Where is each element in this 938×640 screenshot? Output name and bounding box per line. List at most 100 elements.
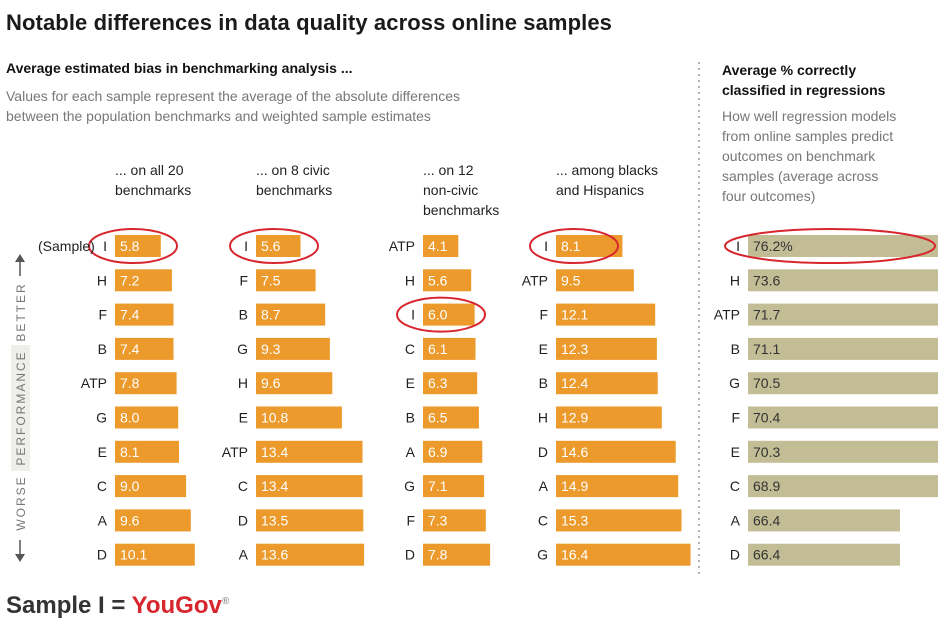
- value-label: 6.3: [428, 375, 448, 391]
- value-label: 12.4: [561, 375, 588, 391]
- bar-E: [556, 337, 657, 360]
- bar-A: [423, 440, 483, 463]
- value-label: 66.4: [753, 512, 780, 528]
- value-label: 9.6: [261, 375, 281, 391]
- axis-arrow-up-icon: [15, 254, 25, 262]
- category-label: A: [539, 478, 549, 494]
- value-label: 8.1: [561, 238, 581, 254]
- category-label: A: [731, 512, 741, 528]
- category-label: A: [406, 444, 416, 460]
- category-label: ATP: [389, 238, 415, 254]
- bar-D: [556, 440, 676, 463]
- value-label: 73.6: [753, 272, 780, 288]
- bar-B: [748, 337, 938, 360]
- axis-arrow-down-icon: [15, 554, 25, 562]
- column-header-line: ... on 12: [423, 162, 474, 178]
- yougov-brand: YouGov: [131, 592, 222, 619]
- bar-F: [748, 406, 938, 429]
- value-label: 7.2: [120, 272, 140, 288]
- value-label: 12.9: [561, 410, 588, 426]
- bar-ATP: [256, 440, 363, 463]
- highlight-circle: [229, 228, 319, 264]
- bar-ATP: [115, 372, 177, 395]
- category-label: E: [406, 375, 415, 391]
- category-label: A: [239, 547, 249, 563]
- category-label: G: [729, 375, 740, 391]
- category-label: B: [406, 410, 415, 426]
- bar-B: [423, 406, 479, 429]
- category-label: E: [98, 444, 107, 460]
- category-label: H: [97, 272, 107, 288]
- bar-E: [256, 406, 342, 429]
- left-description-line-2: between the population benchmarks and we…: [6, 108, 431, 124]
- right-panel-heading: Average % correctly classified in regres…: [722, 60, 885, 100]
- axis-worse-label: WORSE: [14, 475, 28, 530]
- right-description-line-3: outcomes on benchmark: [722, 148, 876, 164]
- bar-F: [115, 303, 174, 326]
- value-label: 13.4: [261, 444, 288, 460]
- bar-I: [423, 303, 475, 326]
- column-header-line: benchmarks: [423, 202, 500, 218]
- category-label: F: [406, 512, 415, 528]
- bar-B: [556, 372, 658, 395]
- bar-H: [748, 269, 938, 292]
- category-label: E: [539, 341, 548, 357]
- bar-H: [423, 269, 472, 292]
- bar-I: [115, 235, 161, 257]
- value-label: 15.3: [561, 512, 588, 528]
- sample-label: (Sample): [38, 238, 95, 254]
- highlight-circle: [396, 296, 486, 333]
- category-label: F: [731, 410, 740, 426]
- category-label: E: [731, 444, 740, 460]
- right-description-line-2: from online samples predict: [722, 128, 894, 144]
- category-label: ATP: [222, 444, 248, 460]
- value-label: 8.0: [120, 410, 140, 426]
- value-label: 5.6: [261, 238, 281, 254]
- value-label: 70.5: [753, 375, 780, 391]
- value-label: 76.2%: [753, 238, 793, 254]
- category-label: ATP: [714, 307, 740, 323]
- bar-C: [256, 475, 363, 498]
- category-label: C: [538, 512, 548, 528]
- column-header-line: ... among blacks: [556, 162, 658, 178]
- bar-H: [256, 372, 333, 395]
- category-label: G: [404, 478, 415, 494]
- bar-D: [748, 543, 900, 566]
- value-label: 68.9: [753, 478, 780, 494]
- highlight-circle: [529, 228, 619, 264]
- category-label: H: [405, 272, 415, 288]
- bar-D: [256, 509, 364, 532]
- bar-C: [115, 475, 187, 498]
- bar-A: [748, 509, 900, 532]
- value-label: 9.6: [120, 512, 140, 528]
- category-label: D: [238, 512, 248, 528]
- category-label: G: [96, 410, 107, 426]
- bar-D: [423, 543, 491, 566]
- column-header-line: ... on all 20: [115, 162, 184, 178]
- footer-prefix: Sample I =: [6, 592, 132, 619]
- value-label: 10.8: [261, 410, 288, 426]
- category-label: B: [239, 307, 248, 323]
- category-label: I: [736, 238, 740, 254]
- value-label: 6.5: [428, 410, 448, 426]
- category-label: D: [97, 547, 107, 563]
- bar-I: [256, 235, 301, 257]
- category-label: F: [539, 307, 548, 323]
- bar-F: [256, 269, 316, 292]
- category-label: I: [544, 238, 548, 254]
- performance-label-background: [11, 345, 30, 471]
- category-label: B: [731, 341, 740, 357]
- value-label: 7.5: [261, 272, 281, 288]
- bar-F: [423, 509, 486, 532]
- value-label: 66.4: [753, 547, 780, 563]
- value-label: 6.9: [428, 444, 448, 460]
- category-label: D: [538, 444, 548, 460]
- category-label: C: [405, 341, 415, 357]
- category-label: I: [103, 238, 107, 254]
- value-label: 10.1: [120, 547, 147, 563]
- value-label: 12.3: [561, 341, 588, 357]
- value-label: 4.1: [428, 238, 448, 254]
- column-header-civic: ... on 8 civic benchmarks: [256, 160, 332, 200]
- value-label: 7.1: [428, 478, 448, 494]
